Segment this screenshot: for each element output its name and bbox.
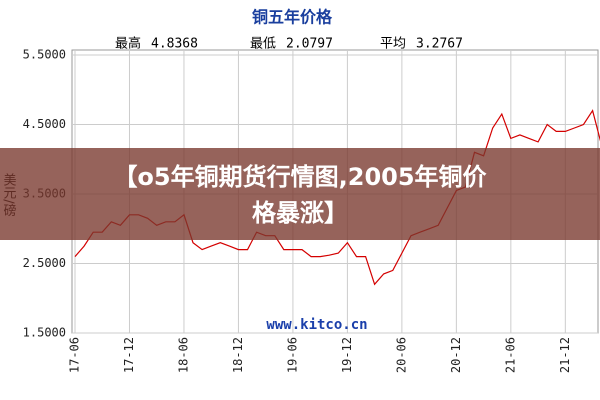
y-tick-label: 4.5000 (23, 117, 66, 131)
stat-value: 2.0797 (286, 37, 333, 52)
x-tick-label: 19-06 (285, 337, 299, 373)
x-tick-label: 18-06 (176, 337, 190, 373)
y-tick-label: 5.5000 (23, 48, 66, 62)
x-tick-label: 19-12 (340, 337, 354, 373)
banner-text: 【o5年铜期货行情图,2005年铜价 (113, 163, 487, 191)
y-tick-label: 1.5000 (23, 326, 66, 340)
x-tick-label: 20-06 (394, 337, 408, 373)
banner-text: 格暴涨】 (252, 199, 348, 227)
x-tick-label: 17-06 (68, 337, 82, 373)
banner (0, 148, 600, 240)
x-tick-label: 21-06 (503, 337, 517, 373)
x-tick-label: 17-12 (122, 337, 136, 373)
watermark: www.kitco.cn (266, 317, 367, 333)
stat-label: 最高 (115, 36, 141, 52)
chart-title: 铜五年价格 (252, 8, 333, 27)
x-tick-label: 18-12 (231, 337, 245, 373)
stat-label: 平均 (380, 37, 406, 52)
x-tick-label: 21-12 (558, 337, 572, 373)
stat-label: 最低 (250, 37, 276, 52)
stat-value: 3.2767 (416, 37, 463, 52)
x-tick-label: 20-12 (449, 337, 463, 373)
stat-value: 4.8368 (151, 37, 198, 52)
y-tick-label: 2.5000 (23, 256, 66, 270)
